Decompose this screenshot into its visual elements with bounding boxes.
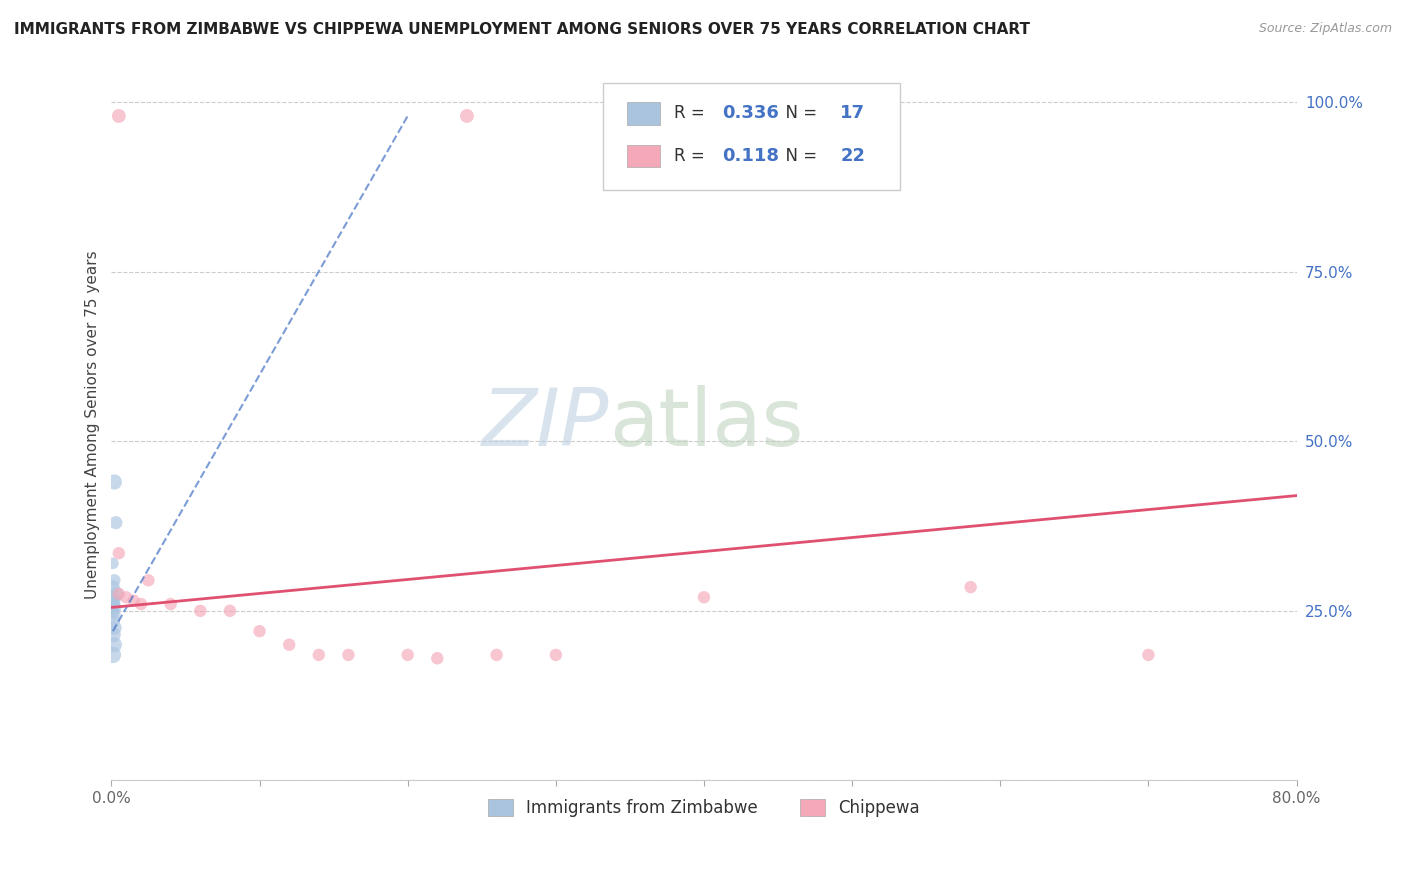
Text: R =: R = bbox=[675, 147, 716, 165]
Point bbox=[138, 574, 160, 588]
Point bbox=[396, 648, 419, 662]
Text: 22: 22 bbox=[841, 147, 865, 165]
Point bbox=[108, 109, 131, 123]
Point bbox=[101, 580, 124, 594]
Point bbox=[101, 604, 124, 618]
Text: N =: N = bbox=[775, 147, 823, 165]
Point bbox=[188, 604, 211, 618]
FancyBboxPatch shape bbox=[603, 83, 900, 189]
Point bbox=[1137, 648, 1160, 662]
Point bbox=[101, 597, 124, 611]
Point bbox=[101, 627, 124, 641]
Point bbox=[959, 580, 981, 594]
Point bbox=[101, 614, 124, 628]
Text: IMMIGRANTS FROM ZIMBABWE VS CHIPPEWA UNEMPLOYMENT AMONG SENIORS OVER 75 YEARS CO: IMMIGRANTS FROM ZIMBABWE VS CHIPPEWA UNE… bbox=[14, 22, 1031, 37]
Point bbox=[693, 591, 716, 605]
Point bbox=[101, 648, 124, 662]
Point bbox=[159, 597, 181, 611]
Point bbox=[108, 587, 131, 601]
Point bbox=[103, 600, 125, 615]
Bar bbox=[627, 145, 661, 168]
Point bbox=[249, 624, 271, 639]
Point bbox=[103, 638, 125, 652]
Point bbox=[308, 648, 330, 662]
Text: atlas: atlas bbox=[609, 385, 804, 464]
Text: 17: 17 bbox=[841, 104, 865, 122]
Point bbox=[122, 593, 145, 607]
Point bbox=[101, 557, 124, 571]
Point bbox=[103, 574, 125, 588]
Text: 0.118: 0.118 bbox=[721, 147, 779, 165]
Text: Source: ZipAtlas.com: Source: ZipAtlas.com bbox=[1258, 22, 1392, 36]
Point bbox=[544, 648, 567, 662]
Point bbox=[103, 475, 125, 489]
Y-axis label: Unemployment Among Seniors over 75 years: Unemployment Among Seniors over 75 years bbox=[86, 250, 100, 599]
Point bbox=[101, 591, 124, 605]
Legend: Immigrants from Zimbabwe, Chippewa: Immigrants from Zimbabwe, Chippewa bbox=[479, 790, 928, 825]
Text: 0.336: 0.336 bbox=[721, 104, 779, 122]
Point bbox=[219, 604, 242, 618]
Point bbox=[426, 651, 449, 665]
Point bbox=[456, 109, 478, 123]
Text: N =: N = bbox=[775, 104, 823, 122]
Text: ZIP: ZIP bbox=[482, 385, 609, 464]
Point bbox=[485, 648, 508, 662]
Point bbox=[104, 587, 127, 601]
Point bbox=[278, 638, 301, 652]
Point bbox=[337, 648, 360, 662]
Text: R =: R = bbox=[675, 104, 710, 122]
Point bbox=[103, 621, 125, 635]
Point bbox=[103, 607, 125, 622]
Point bbox=[104, 516, 127, 530]
Point bbox=[115, 591, 138, 605]
Point bbox=[129, 597, 152, 611]
Bar bbox=[627, 102, 661, 125]
Point bbox=[108, 546, 131, 560]
Point bbox=[103, 593, 125, 607]
